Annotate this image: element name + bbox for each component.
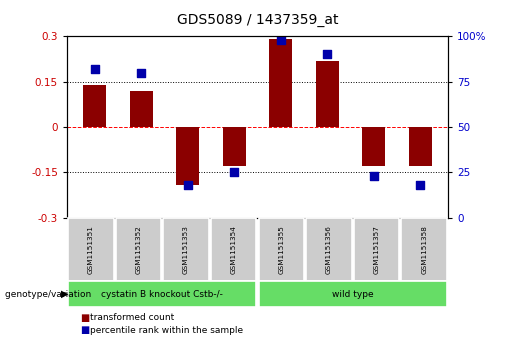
Bar (176, 127, 199, 184)
Text: cystatin B knockout Cstb-/-: cystatin B knockout Cstb-/- (101, 290, 223, 298)
Text: percentile rank within the sample: percentile rank within the sample (90, 326, 243, 335)
Bar (316, 61, 339, 127)
Bar (408, 127, 432, 166)
Point (137, 70, 145, 76)
Text: GSM1151351: GSM1151351 (88, 225, 94, 274)
Point (277, 37, 285, 43)
Bar (269, 39, 293, 127)
Text: GSM1151358: GSM1151358 (421, 225, 427, 274)
Point (323, 52, 331, 57)
Text: GSM1151357: GSM1151357 (373, 225, 380, 274)
Text: genotype/variation: genotype/variation (5, 290, 94, 298)
Text: ▶: ▶ (61, 289, 68, 299)
Text: GSM1151355: GSM1151355 (278, 225, 284, 274)
Point (230, 170, 238, 175)
Point (370, 173, 378, 179)
Point (184, 182, 192, 188)
Text: ■: ■ (80, 313, 89, 323)
Bar (130, 91, 153, 127)
Text: GDS5089 / 1437359_at: GDS5089 / 1437359_at (177, 13, 338, 27)
Text: wild type: wild type (332, 290, 373, 298)
Bar (362, 127, 385, 166)
Point (416, 182, 424, 188)
Text: ■: ■ (80, 325, 89, 335)
Bar (83, 85, 107, 127)
Point (91, 66, 99, 72)
Text: GSM1151356: GSM1151356 (326, 225, 332, 274)
Bar (222, 127, 246, 166)
Text: transformed count: transformed count (90, 313, 175, 322)
Text: GSM1151354: GSM1151354 (231, 225, 237, 274)
Text: GSM1151353: GSM1151353 (183, 225, 189, 274)
Text: GSM1151352: GSM1151352 (135, 225, 142, 274)
